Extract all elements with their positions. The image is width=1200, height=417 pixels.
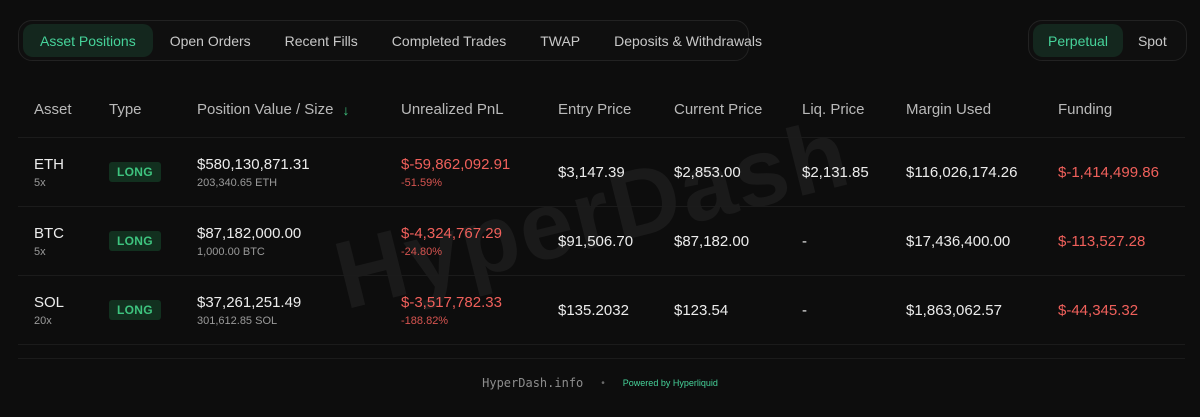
pnl-cell: $-3,517,782.33 -188.82%	[401, 276, 502, 344]
mode-perpetual[interactable]: Perpetual	[1033, 24, 1123, 57]
tab-completed-trades[interactable]: Completed Trades	[391, 32, 507, 49]
liq-price: -	[802, 232, 807, 250]
margin-used: $116,026,174.26	[906, 163, 1018, 181]
margin-used: $1,863,062.57	[906, 301, 1002, 319]
tab-twap[interactable]: TWAP	[540, 32, 581, 49]
header-entry-price[interactable]: Entry Price	[558, 101, 632, 118]
entry-price: $3,147.39	[558, 163, 625, 181]
asset-cell: ETH 5x	[34, 138, 64, 206]
current-price: $2,853.00	[674, 163, 741, 181]
funding: $-44,345.32	[1058, 301, 1139, 319]
asset-name: ETH	[34, 155, 64, 173]
footer-site-link[interactable]: HyperDash.info	[482, 376, 584, 390]
header-current-price[interactable]: Current Price	[674, 101, 763, 118]
leverage-label: 5x	[34, 176, 46, 189]
header-position-value[interactable]: Position Value / Size ↓	[197, 82, 349, 137]
position-value: $37,261,251.49	[197, 293, 302, 311]
margin-used: $17,436,400.00	[906, 232, 1011, 250]
funding: $-1,414,499.86	[1058, 163, 1159, 181]
long-badge: LONG	[109, 231, 161, 251]
position-value-cell: $580,130,871.31 203,340.65 ETH	[197, 138, 310, 206]
long-badge: LONG	[109, 162, 161, 182]
asset-cell: BTC 5x	[34, 207, 64, 275]
position-value-cell: $37,261,251.49 301,612.85 SOL	[197, 276, 301, 344]
position-value-cell: $87,182,000.00 1,000.00 BTC	[197, 207, 301, 275]
entry-price: $135.2032	[558, 301, 629, 319]
footer: HyperDash.info • Powered by Hyperliquid	[0, 376, 1200, 390]
type-cell: LONG	[109, 207, 161, 275]
tab-open-orders[interactable]: Open Orders	[169, 32, 251, 49]
position-value: $87,182,000.00	[197, 224, 302, 242]
tab-recent-fills[interactable]: Recent Fills	[284, 32, 358, 49]
table-row[interactable]: SOL 20x LONG $37,261,251.49 301,612.85 S…	[18, 276, 1185, 345]
unrealized-pnl-percent: -188.82%	[401, 314, 449, 327]
header-funding[interactable]: Funding	[1058, 101, 1113, 118]
entry-price: $91,506.70	[558, 232, 634, 250]
header-liq-price[interactable]: Liq. Price	[802, 101, 865, 118]
position-size: 301,612.85 SOL	[197, 314, 278, 327]
table-header: Asset Type Position Value / Size ↓ Unrea…	[18, 82, 1185, 138]
header-unrealized-pnl[interactable]: Unrealized PnL	[401, 101, 504, 118]
funding: $-113,527.28	[1058, 232, 1146, 250]
table-row[interactable]: BTC 5x LONG $87,182,000.00 1,000.00 BTC …	[18, 207, 1185, 276]
unrealized-pnl: $-59,862,092.91	[401, 155, 511, 173]
leverage-label: 20x	[34, 314, 52, 327]
market-mode-toggle: Perpetual Spot	[1028, 20, 1187, 61]
position-size: 1,000.00 BTC	[197, 245, 265, 258]
header-asset[interactable]: Asset	[34, 101, 72, 118]
header-margin-used[interactable]: Margin Used	[906, 101, 992, 118]
unrealized-pnl: $-4,324,767.29	[401, 224, 502, 242]
current-price: $87,182.00	[674, 232, 750, 250]
tab-asset-positions[interactable]: Asset Positions	[23, 24, 153, 57]
position-value: $580,130,871.31	[197, 155, 310, 173]
tab-deposits-withdrawals[interactable]: Deposits & Withdrawals	[614, 32, 762, 49]
footer-separator: •	[601, 377, 605, 389]
current-price: $123.54	[674, 301, 729, 319]
table-row[interactable]: ETH 5x LONG $580,130,871.31 203,340.65 E…	[18, 138, 1185, 207]
asset-name: SOL	[34, 293, 65, 311]
asset-name: BTC	[34, 224, 64, 242]
positions-table: Asset Type Position Value / Size ↓ Unrea…	[18, 82, 1185, 345]
unrealized-pnl: $-3,517,782.33	[401, 293, 502, 311]
pnl-cell: $-59,862,092.91 -51.59%	[401, 138, 510, 206]
pnl-cell: $-4,324,767.29 -24.80%	[401, 207, 502, 275]
type-cell: LONG	[109, 138, 161, 206]
position-tabs: Asset Positions Open Orders Recent Fills…	[18, 20, 762, 61]
arrow-down-icon: ↓	[342, 101, 350, 118]
position-size: 203,340.65 ETH	[197, 176, 278, 189]
leverage-label: 5x	[34, 245, 46, 258]
powered-by-link[interactable]: Powered by Hyperliquid	[622, 378, 718, 388]
mode-spot[interactable]: Spot	[1137, 32, 1167, 49]
unrealized-pnl-percent: -24.80%	[401, 245, 442, 258]
unrealized-pnl-percent: -51.59%	[401, 176, 442, 189]
liq-price: -	[802, 301, 807, 319]
long-badge: LONG	[109, 300, 161, 320]
header-type[interactable]: Type	[109, 101, 142, 118]
header-position-value-label: Position Value / Size	[197, 101, 334, 118]
asset-cell: SOL 20x	[34, 276, 64, 344]
footer-divider	[18, 358, 1185, 359]
liq-price: $2,131.85	[802, 163, 869, 181]
type-cell: LONG	[109, 276, 161, 344]
